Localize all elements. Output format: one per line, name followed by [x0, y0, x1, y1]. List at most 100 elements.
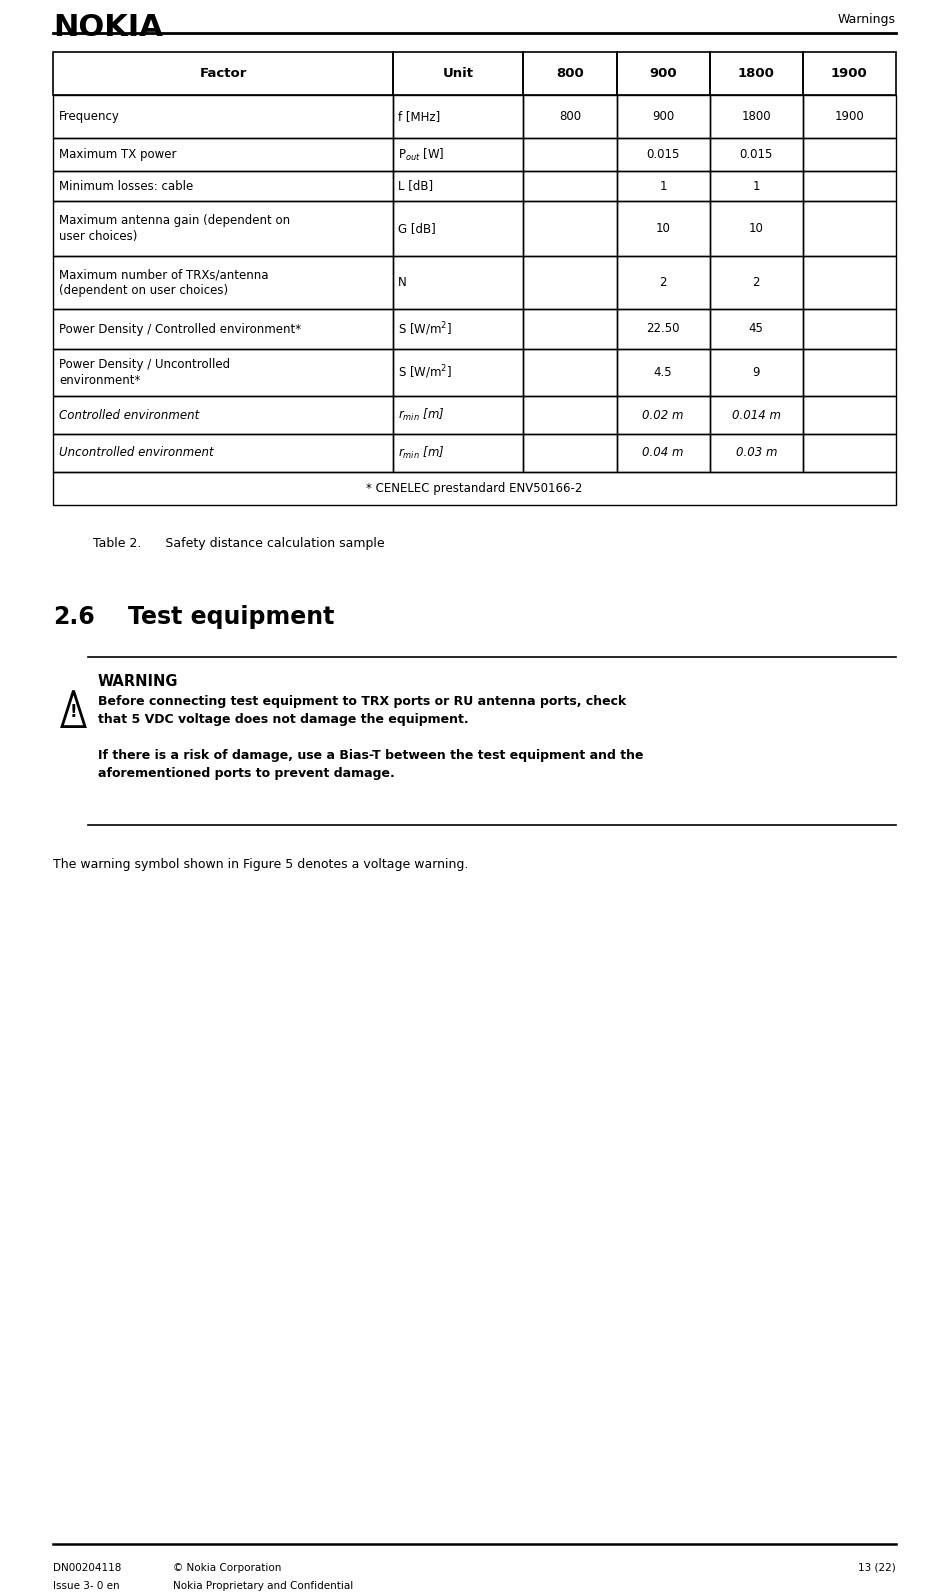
Bar	[617, 96, 710, 137]
Bar	[617, 171, 710, 201]
Text: 2: 2	[660, 276, 667, 289]
Bar	[710, 434, 803, 472]
Text: 800: 800	[556, 67, 584, 80]
Text: 45: 45	[749, 322, 764, 335]
Text: 2: 2	[753, 276, 760, 289]
Text: Minimum losses: cable: Minimum losses: cable	[59, 179, 194, 193]
Bar	[524, 171, 617, 201]
Bar	[617, 53, 710, 96]
Bar	[710, 310, 803, 350]
Bar	[710, 171, 803, 201]
Bar	[710, 53, 803, 96]
Text: © Nokia Corporation: © Nokia Corporation	[173, 1562, 281, 1574]
Text: S [W/m$^{2}$]: S [W/m$^{2}$]	[398, 321, 452, 338]
Bar	[524, 255, 617, 310]
Text: Factor: Factor	[199, 67, 247, 80]
Bar	[53, 171, 393, 201]
Text: Power Density / Controlled environment*: Power Density / Controlled environment*	[59, 322, 301, 335]
Bar	[53, 350, 393, 396]
Bar	[617, 201, 710, 255]
Text: 1800: 1800	[741, 110, 772, 123]
Bar	[710, 201, 803, 255]
Text: Issue 3- 0 en: Issue 3- 0 en	[53, 1582, 120, 1591]
Text: Nokia Proprietary and Confidential: Nokia Proprietary and Confidential	[173, 1582, 353, 1591]
Bar	[803, 53, 896, 96]
Text: The warning symbol shown in Figure 5 denotes a voltage warning.: The warning symbol shown in Figure 5 den…	[53, 859, 469, 871]
Bar	[393, 350, 524, 396]
Text: 0.015: 0.015	[646, 148, 679, 161]
Text: Frequency: Frequency	[59, 110, 120, 123]
Text: 0.02 m: 0.02 m	[642, 409, 684, 421]
Text: f [MHz]: f [MHz]	[398, 110, 440, 123]
Text: 1900: 1900	[834, 110, 865, 123]
Bar	[803, 255, 896, 310]
Bar	[803, 396, 896, 434]
Text: Maximum number of TRXs/antenna
(dependent on user choices): Maximum number of TRXs/antenna (dependen…	[59, 268, 269, 297]
Bar	[393, 396, 524, 434]
Text: 10: 10	[749, 222, 764, 235]
Text: 1900: 1900	[831, 67, 867, 80]
Bar	[393, 434, 524, 472]
Bar	[53, 255, 393, 310]
Bar	[393, 137, 524, 171]
Text: Warnings: Warnings	[838, 13, 896, 26]
Text: Before connecting test equipment to TRX ports or RU antenna ports, check
that 5 : Before connecting test equipment to TRX …	[98, 694, 626, 726]
Bar	[53, 434, 393, 472]
Text: Table 2.      Safety distance calculation sample: Table 2. Safety distance calculation sam…	[93, 536, 384, 549]
Bar	[803, 171, 896, 201]
Bar	[393, 171, 524, 201]
Bar	[524, 53, 617, 96]
Bar	[617, 434, 710, 472]
Bar	[710, 96, 803, 137]
Bar	[710, 350, 803, 396]
Text: Controlled environment: Controlled environment	[59, 409, 199, 421]
Text: DN00204118: DN00204118	[53, 1562, 121, 1574]
Bar	[524, 434, 617, 472]
Text: Test equipment: Test equipment	[128, 605, 334, 629]
Bar	[803, 350, 896, 396]
Bar	[617, 310, 710, 350]
Bar	[524, 201, 617, 255]
Text: 900: 900	[652, 110, 674, 123]
Bar	[53, 472, 896, 504]
Bar	[524, 310, 617, 350]
Text: L [dB]: L [dB]	[398, 179, 433, 193]
Text: NOKIA: NOKIA	[53, 13, 163, 41]
Bar	[803, 96, 896, 137]
Text: 1: 1	[660, 179, 667, 193]
Bar	[53, 310, 393, 350]
Text: !: !	[69, 702, 77, 721]
Text: 0.04 m: 0.04 m	[642, 447, 684, 460]
Text: * CENELEC prestandard ENV50166-2: * CENELEC prestandard ENV50166-2	[366, 482, 583, 495]
Text: If there is a risk of damage, use a Bias-T between the test equipment and the
af: If there is a risk of damage, use a Bias…	[98, 749, 643, 779]
Bar	[803, 310, 896, 350]
Text: Maximum TX power: Maximum TX power	[59, 148, 177, 161]
Text: N: N	[398, 276, 407, 289]
Bar	[710, 396, 803, 434]
Text: r$_{min}$ [m]: r$_{min}$ [m]	[398, 407, 444, 423]
Text: 13 (22): 13 (22)	[858, 1562, 896, 1574]
Bar	[53, 53, 393, 96]
Text: Power Density / Uncontrolled
environment*: Power Density / Uncontrolled environment…	[59, 358, 230, 386]
Text: Uncontrolled environment: Uncontrolled environment	[59, 447, 214, 460]
Text: 0.015: 0.015	[739, 148, 773, 161]
Bar	[617, 255, 710, 310]
Bar	[524, 396, 617, 434]
Text: 1800: 1800	[737, 67, 774, 80]
Text: 900: 900	[649, 67, 677, 80]
Text: 4.5: 4.5	[654, 365, 673, 378]
Bar	[393, 310, 524, 350]
Text: 22.50: 22.50	[646, 322, 679, 335]
Text: 0.014 m: 0.014 m	[732, 409, 781, 421]
Bar	[617, 396, 710, 434]
Bar	[393, 96, 524, 137]
Bar	[524, 137, 617, 171]
Bar	[524, 350, 617, 396]
Text: 9: 9	[753, 365, 760, 378]
Bar	[393, 255, 524, 310]
Bar	[710, 255, 803, 310]
Text: S [W/m$^{2}$]: S [W/m$^{2}$]	[398, 364, 452, 381]
Bar	[617, 350, 710, 396]
Text: 10: 10	[656, 222, 671, 235]
Text: WARNING: WARNING	[98, 674, 178, 689]
